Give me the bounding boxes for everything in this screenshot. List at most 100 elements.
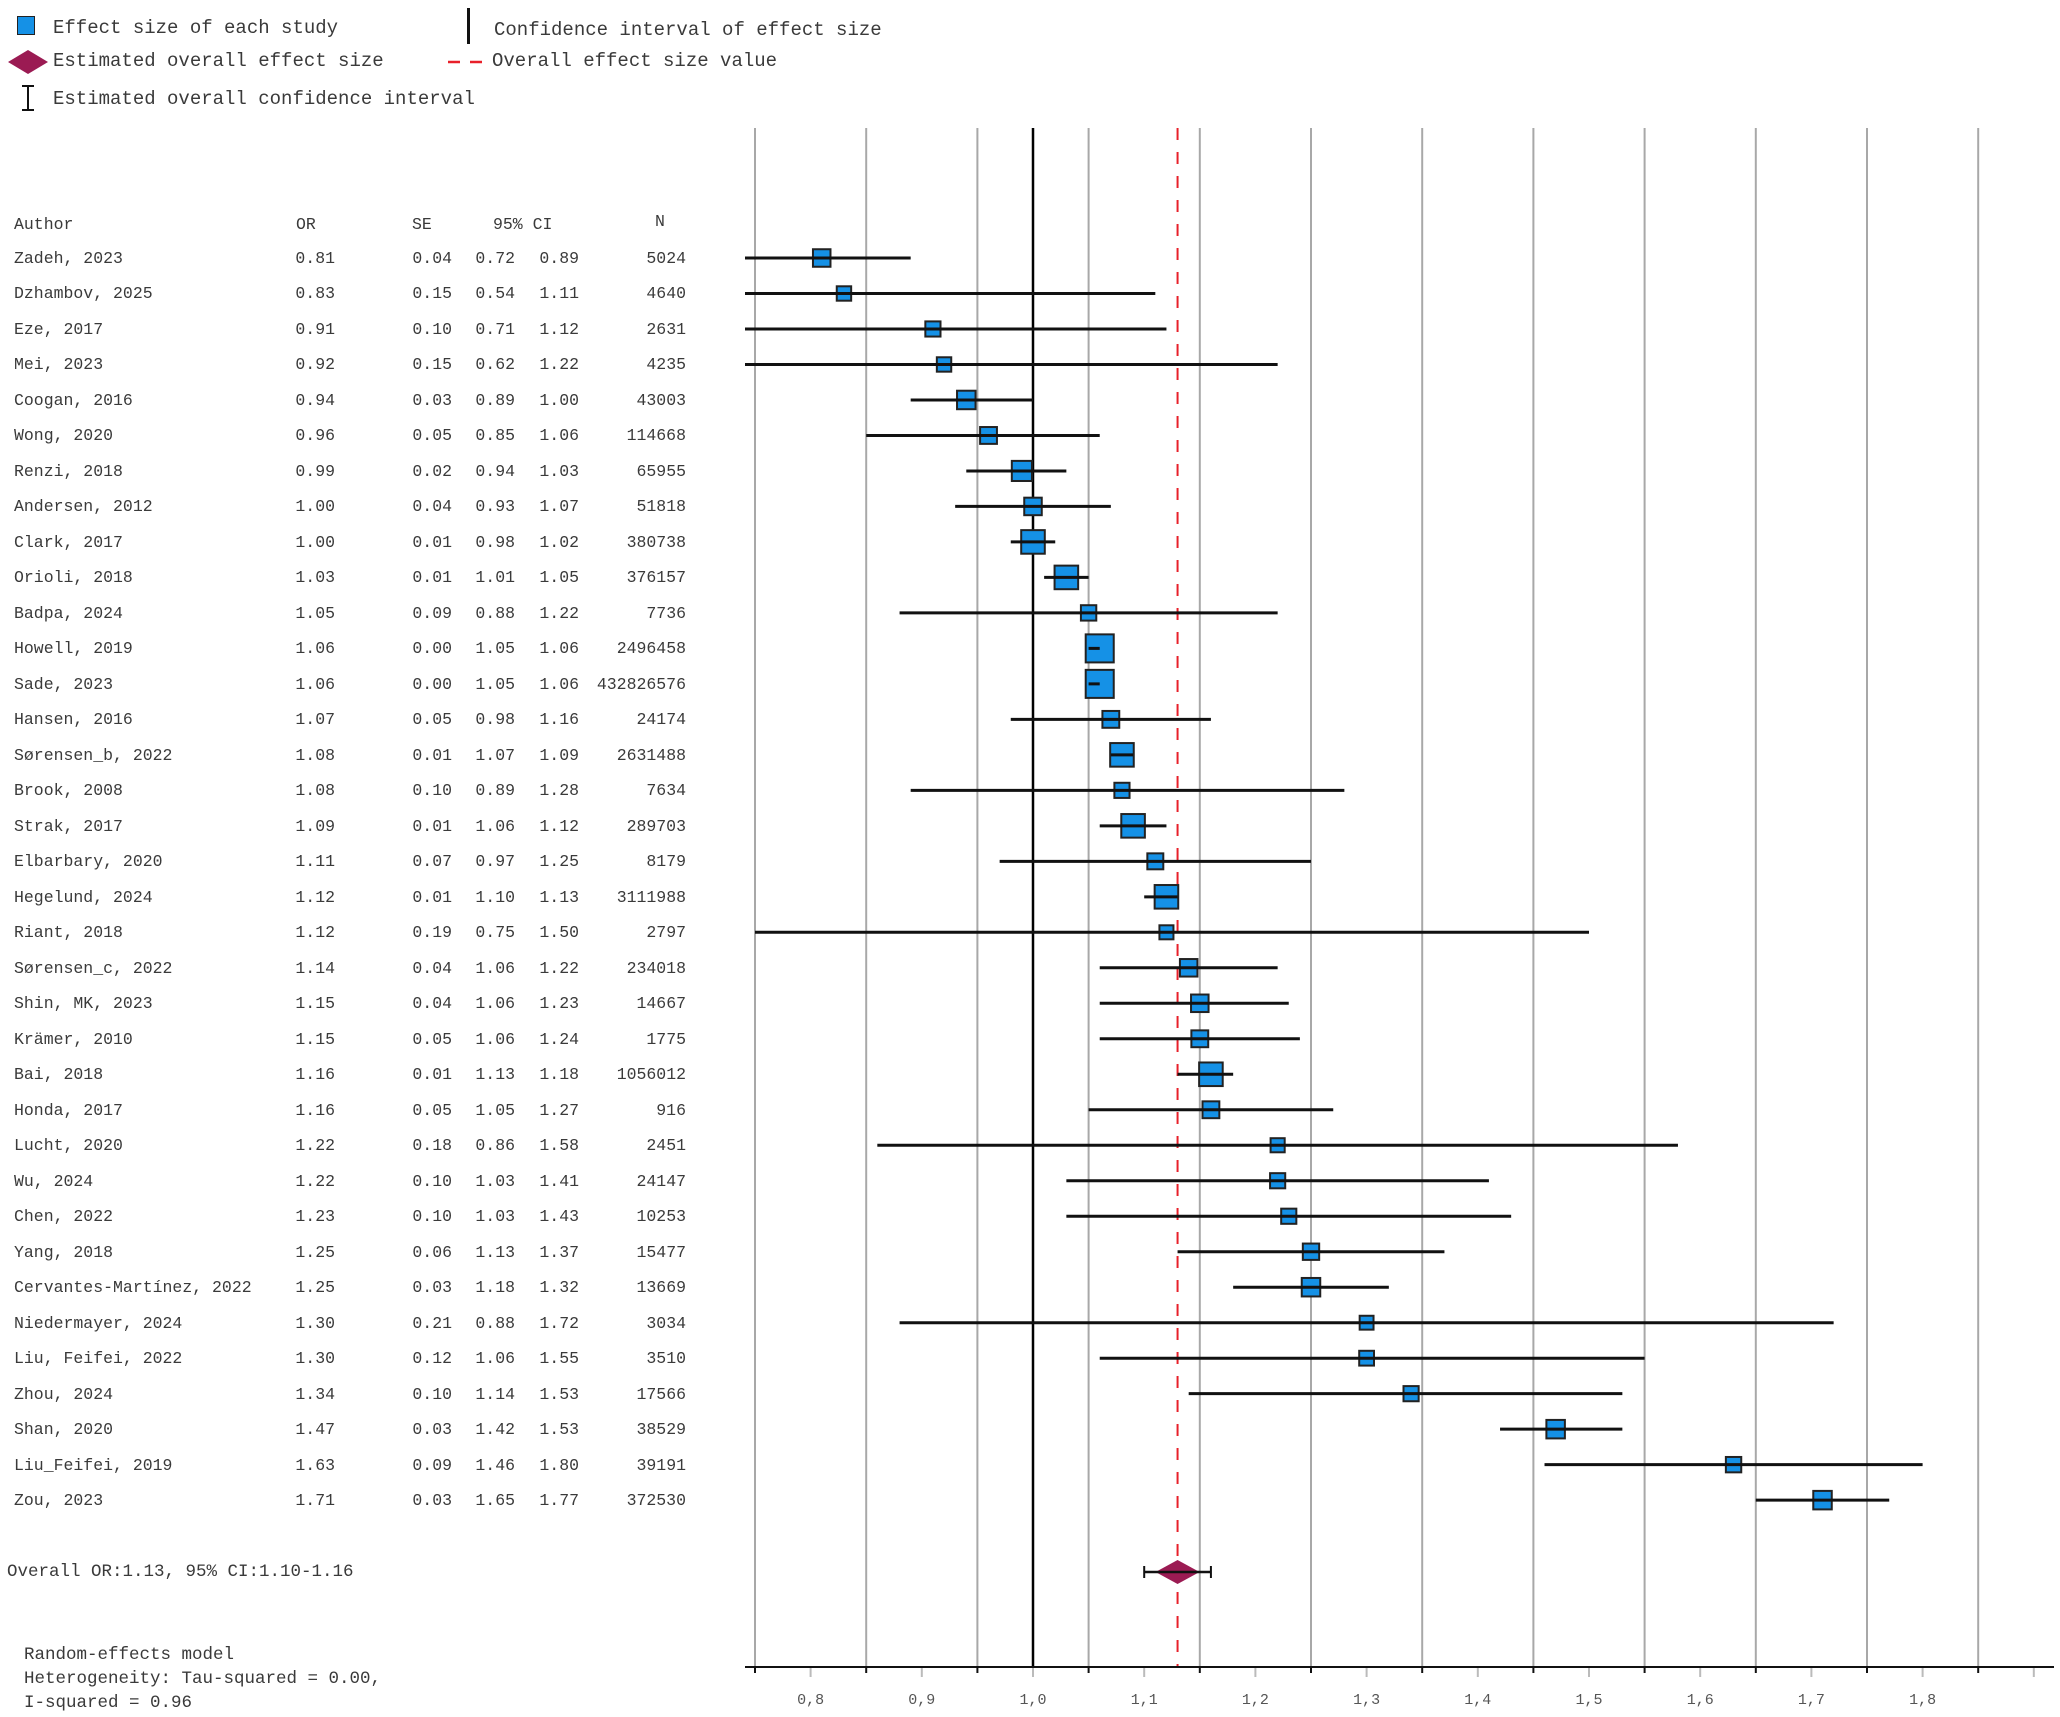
cell-ci-lower: 1.03 <box>475 1172 515 1191</box>
cell-n: 4640 <box>646 284 686 303</box>
cell-se: 0.03 <box>412 1420 452 1439</box>
cell-se: 0.12 <box>412 1349 452 1368</box>
cell-se: 0.00 <box>412 675 452 694</box>
cell-ci-upper: 1.41 <box>539 1172 579 1191</box>
cell-se: 0.10 <box>412 1207 452 1226</box>
cell-ci-lower: 1.06 <box>475 1349 515 1368</box>
cell-se: 0.01 <box>412 817 452 836</box>
cell-ci-upper: 1.18 <box>539 1065 579 1084</box>
cell-author: Cervantes-Martínez, 2022 <box>14 1278 252 1297</box>
cell-n: 2451 <box>646 1136 686 1155</box>
cell-ci-lower: 1.10 <box>475 888 515 907</box>
cell-author: Sade, 2023 <box>14 675 114 694</box>
cell-or: 1.47 <box>295 1420 335 1439</box>
cell-ci-upper: 1.00 <box>539 391 579 410</box>
cell-ci-lower: 0.86 <box>475 1136 515 1155</box>
cell-se: 0.01 <box>412 888 452 907</box>
cell-ci-upper: 1.03 <box>539 462 579 481</box>
header-n: N <box>655 212 665 231</box>
cell-or: 1.03 <box>295 568 335 587</box>
cell-ci-lower: 0.97 <box>475 852 515 871</box>
cell-n: 24174 <box>636 710 686 729</box>
cell-ci-lower: 1.01 <box>475 568 515 587</box>
cell-ci-lower: 1.05 <box>475 675 515 694</box>
cell-ci-lower: 0.88 <box>475 1314 515 1333</box>
cell-or: 1.12 <box>295 888 335 907</box>
cell-or: 1.23 <box>295 1207 335 1226</box>
cell-or: 1.08 <box>295 781 335 800</box>
legend-diamond-icon <box>8 50 48 74</box>
cell-ci-upper: 1.24 <box>539 1030 579 1049</box>
cell-se: 0.01 <box>412 568 452 587</box>
cell-or: 1.06 <box>295 639 335 658</box>
cell-se: 0.18 <box>412 1136 452 1155</box>
cell-ci-upper: 1.02 <box>539 533 579 552</box>
cell-ci-upper: 1.37 <box>539 1243 579 1262</box>
x-tick-label: 1,7 <box>1798 1692 1825 1709</box>
cell-ci-lower: 0.71 <box>475 320 515 339</box>
cell-n: 24147 <box>636 1172 686 1191</box>
cell-author: Hansen, 2016 <box>14 710 133 729</box>
cell-or: 0.96 <box>295 426 335 445</box>
cell-ci-upper: 1.12 <box>539 817 579 836</box>
cell-se: 0.03 <box>412 391 452 410</box>
cell-ci-upper: 0.89 <box>539 249 579 268</box>
cell-ci-upper: 1.22 <box>539 604 579 623</box>
cell-ci-lower: 1.06 <box>475 994 515 1013</box>
header-or: OR <box>296 215 316 234</box>
cell-or: 1.06 <box>295 675 335 694</box>
cell-se: 0.10 <box>412 1385 452 1404</box>
cell-ci-upper: 1.58 <box>539 1136 579 1155</box>
legend-ci-ibeam-icon <box>22 85 34 111</box>
cell-n: 14667 <box>636 994 686 1013</box>
cell-ci-lower: 1.13 <box>475 1243 515 1262</box>
cell-se: 0.04 <box>412 249 452 268</box>
cell-or: 1.71 <box>295 1491 335 1510</box>
cell-n: 5024 <box>646 249 686 268</box>
x-tick-label: 1,8 <box>1909 1692 1936 1709</box>
x-tick-label: 1,5 <box>1575 1692 1602 1709</box>
legend-overall-effect: Estimated overall effect size <box>53 50 384 72</box>
i-squared-label: I-squared = 0.96 <box>24 1693 193 1713</box>
cell-ci-lower: 0.93 <box>475 497 515 516</box>
cell-n: 65955 <box>636 462 686 481</box>
cell-se: 0.15 <box>412 284 452 303</box>
cell-author: Zadeh, 2023 <box>14 249 123 268</box>
cell-se: 0.06 <box>412 1243 452 1262</box>
cell-se: 0.15 <box>412 355 452 374</box>
cell-ci-lower: 0.94 <box>475 462 515 481</box>
legend-square-icon <box>17 16 35 35</box>
cell-or: 1.00 <box>295 497 335 516</box>
cell-author: Niedermayer, 2024 <box>14 1314 183 1333</box>
cell-or: 1.63 <box>295 1456 335 1475</box>
x-tick-label: 0,9 <box>908 1692 935 1709</box>
cell-author: Zhou, 2024 <box>14 1385 114 1404</box>
cell-author: Bai, 2018 <box>14 1065 104 1084</box>
cell-se: 0.00 <box>412 639 452 658</box>
cell-n: 432826576 <box>596 675 686 694</box>
cell-ci-upper: 1.07 <box>539 497 579 516</box>
legend-study-effect: Effect size of each study <box>53 17 339 39</box>
legend-dashed-line-icon <box>448 60 482 64</box>
cell-ci-lower: 0.85 <box>475 426 515 445</box>
cell-ci-lower: 1.42 <box>475 1420 515 1439</box>
x-tick-label: 1,1 <box>1131 1692 1158 1709</box>
cell-ci-lower: 1.06 <box>475 817 515 836</box>
legend-ci-effect: Confidence interval of effect size <box>494 19 882 41</box>
cell-author: Hegelund, 2024 <box>14 888 153 907</box>
cell-se: 0.05 <box>412 1030 452 1049</box>
cell-se: 0.03 <box>412 1278 452 1297</box>
cell-n: 43003 <box>636 391 686 410</box>
cell-ci-upper: 1.53 <box>539 1420 579 1439</box>
cell-or: 1.30 <box>295 1314 335 1333</box>
cell-n: 38529 <box>636 1420 686 1439</box>
cell-or: 1.22 <box>295 1136 335 1155</box>
cell-or: 1.30 <box>295 1349 335 1368</box>
cell-ci-lower: 0.88 <box>475 604 515 623</box>
cell-se: 0.02 <box>412 462 452 481</box>
cell-ci-upper: 1.06 <box>539 426 579 445</box>
cell-author: Sørensen_c, 2022 <box>14 959 173 978</box>
cell-n: 4235 <box>646 355 686 374</box>
cell-ci-upper: 1.13 <box>539 888 579 907</box>
cell-or: 0.99 <box>295 462 335 481</box>
